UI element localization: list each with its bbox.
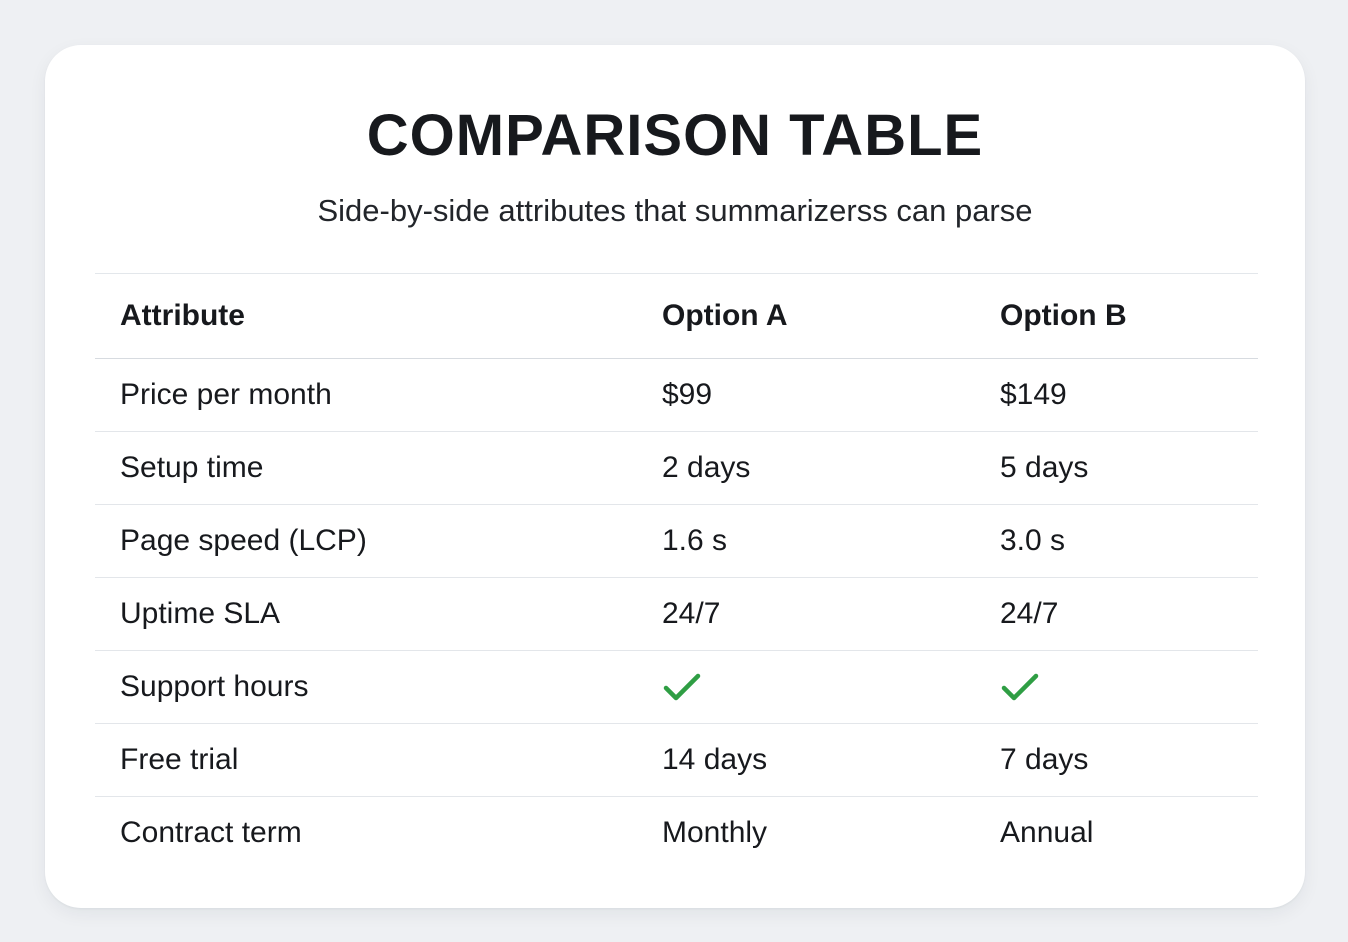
value-cell xyxy=(662,650,1000,724)
value-cell: 24/7 xyxy=(662,577,1000,651)
table-row: Contract term Monthly Annual xyxy=(95,796,1258,869)
value-cell: $149 xyxy=(1000,358,1258,432)
table-row: Page speed (LCP) 1.6 s 3.0 s xyxy=(95,504,1258,578)
value-cell: Annual xyxy=(1000,815,1094,849)
value-cell: 2 days xyxy=(662,431,1000,505)
attribute-cell: Support hours xyxy=(95,650,662,724)
table-row: Support hours xyxy=(95,650,1258,724)
attribute-cell: Free trial xyxy=(95,723,662,797)
table-row: Uptime SLA 24/7 24/7 xyxy=(95,577,1258,651)
column-header-option-a: Option A xyxy=(662,273,1000,359)
value-cell: $99 xyxy=(662,358,1000,432)
comparison-table: Attribute Option A Option B Price per mo… xyxy=(95,272,1258,870)
check-icon xyxy=(662,672,702,704)
page-subtitle: Side-by-side attributes that summarizers… xyxy=(317,192,1033,228)
table-body: Price per month $99 $149 Setup time 2 days 5 … xyxy=(95,358,1258,869)
value-cell: 3.0 s xyxy=(1000,504,1258,578)
value-cell xyxy=(1000,650,1258,724)
table-row: Price per month $99 $149 xyxy=(95,358,1258,432)
page-title: COMPARISON TABLE xyxy=(366,103,984,168)
attribute-cell: Page speed (LCP) xyxy=(95,504,662,578)
table-row: Setup time 2 days 5 days xyxy=(95,431,1258,505)
attribute-cell: Contract term xyxy=(120,815,302,849)
column-header-option-b: Option B xyxy=(1000,273,1258,359)
comparison-card: COMPARISON TABLE Side-by-side attributes… xyxy=(45,45,1305,908)
value-cell: 7 days xyxy=(1000,723,1258,797)
table-row: Free trial 14 days 7 days xyxy=(95,723,1258,797)
value-cell: 1.6 s xyxy=(662,504,1000,578)
value-cell: Monthly xyxy=(662,815,768,849)
value-cell: 5 days xyxy=(1000,431,1258,505)
attribute-cell: Price per month xyxy=(95,358,662,432)
value-cell: 14 days xyxy=(662,723,1000,797)
value-cell: 24/7 xyxy=(1000,577,1258,651)
column-header-attribute: Attribute xyxy=(95,273,662,359)
check-icon xyxy=(1000,672,1040,704)
table-header-row: Attribute Option A Option B xyxy=(95,273,1258,359)
attribute-cell: Uptime SLA xyxy=(95,577,662,651)
attribute-cell: Setup time xyxy=(95,431,662,505)
